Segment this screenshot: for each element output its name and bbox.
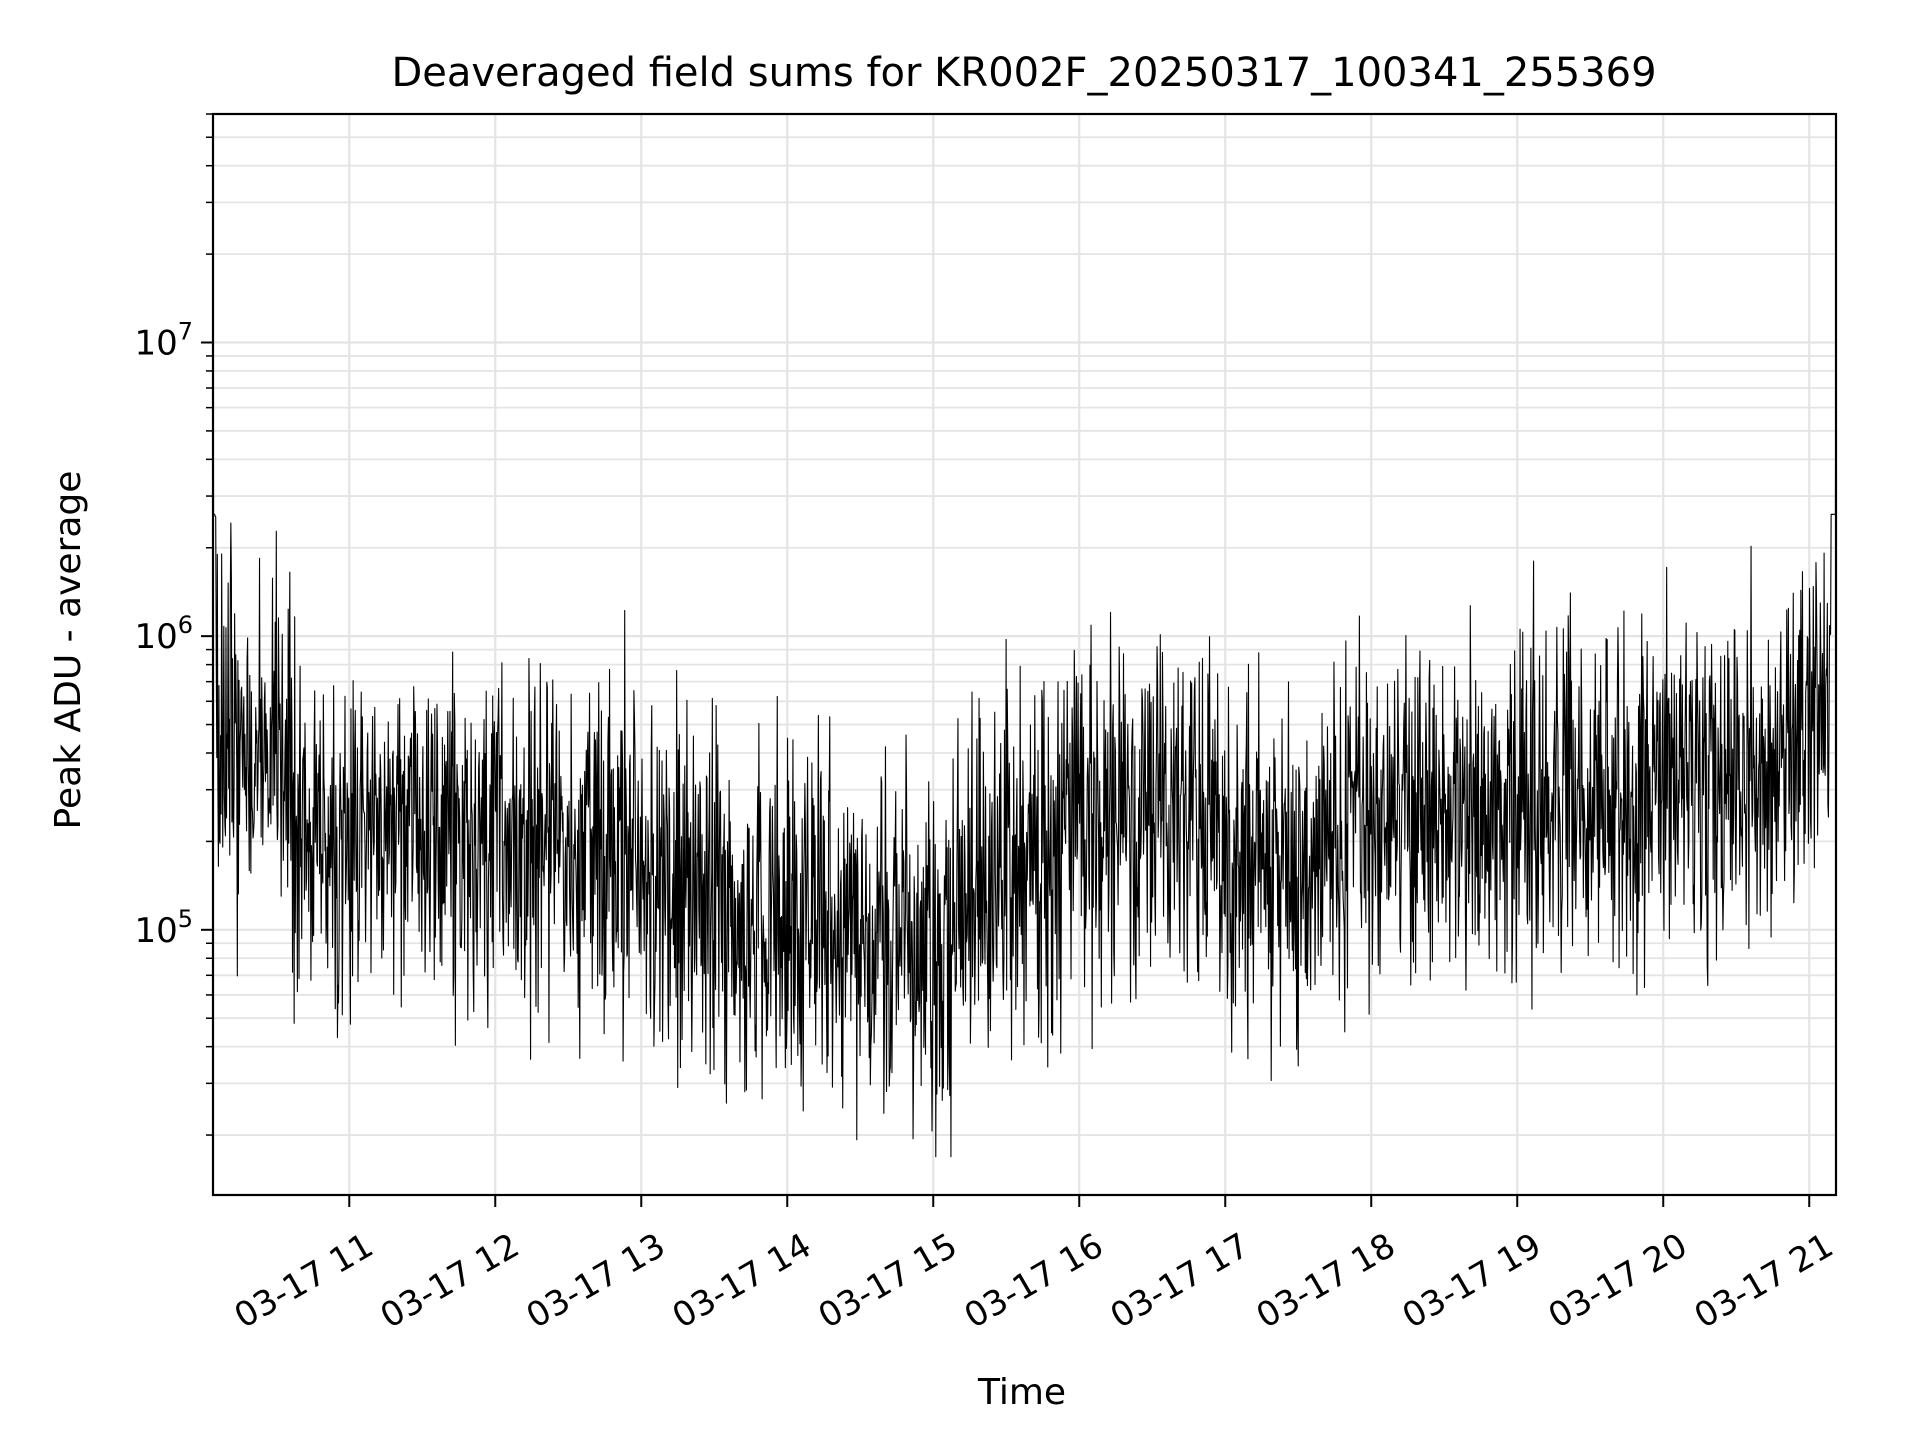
chart-title: Deaveraged field sums for KR002F_2025031…	[391, 50, 1656, 96]
y-tick-label: 106	[134, 611, 193, 657]
x-axis-label: Time	[977, 1372, 1066, 1413]
plot-frame	[211, 112, 1838, 1197]
series-line	[212, 159, 1837, 1158]
y-tick-label: 105	[134, 905, 193, 951]
y-axis-label: Peak ADU - average	[48, 471, 89, 830]
y-tick-label: 107	[134, 318, 193, 364]
y-axis: 105 106 107	[134, 113, 213, 1136]
series-layer	[212, 159, 1837, 1158]
